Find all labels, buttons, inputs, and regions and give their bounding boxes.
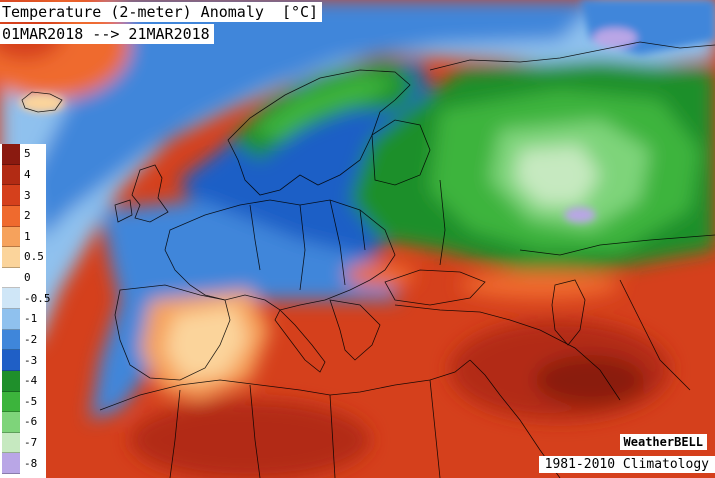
legend-swatch <box>2 267 20 289</box>
legend-swatch <box>2 226 20 248</box>
climatology-label: 1981-2010 Climatology <box>538 456 715 473</box>
legend-label: -4 <box>24 374 38 388</box>
legend-label: -5 <box>24 394 38 408</box>
legend-label: -1 <box>24 312 38 326</box>
legend-swatch <box>2 432 20 454</box>
legend-label: 2 <box>24 209 31 223</box>
legend-label: -6 <box>24 415 38 429</box>
legend-label: 3 <box>24 188 31 202</box>
legend-label: 0 <box>24 271 31 285</box>
branding-label: WeatherBELL <box>619 434 707 450</box>
legend-label: 5 <box>24 147 31 161</box>
legend-swatch <box>2 329 20 351</box>
legend-swatch <box>2 164 20 186</box>
legend-swatch <box>2 144 20 165</box>
color-legend: 5 4 3 2 1 0.5 0 -0.5 -1 -2 -3 -4 -5 -6 -7 -8 <box>0 144 51 478</box>
legend-swatch <box>2 391 20 413</box>
legend-swatch <box>2 370 20 392</box>
legend-label: -3 <box>24 353 38 367</box>
legend-color-bar <box>2 144 20 474</box>
map-title: Temperature (2-meter) Anomaly [°C] <box>0 2 323 22</box>
legend-swatch <box>2 453 20 474</box>
legend-label: -2 <box>24 332 38 346</box>
date-range: 01MAR2018 --> 21MAR2018 <box>0 24 214 44</box>
units-label: [°C] <box>281 3 319 21</box>
legend-label: 4 <box>24 167 31 181</box>
legend-label: -7 <box>24 436 38 450</box>
legend-label: -0.5 <box>24 291 51 305</box>
legend-swatch <box>2 247 20 268</box>
legend-swatch <box>2 350 20 371</box>
legend-swatch <box>2 309 20 330</box>
legend-swatch <box>2 185 20 206</box>
legend-swatch <box>2 205 20 227</box>
legend-label: 0.5 <box>24 250 44 264</box>
legend-swatch <box>2 288 20 309</box>
legend-label: -8 <box>24 456 38 470</box>
coastlines <box>21 41 715 478</box>
legend-label: 1 <box>24 229 31 243</box>
legend-swatch <box>2 412 20 433</box>
title-text: Temperature (2-meter) Anomaly <box>2 3 264 21</box>
